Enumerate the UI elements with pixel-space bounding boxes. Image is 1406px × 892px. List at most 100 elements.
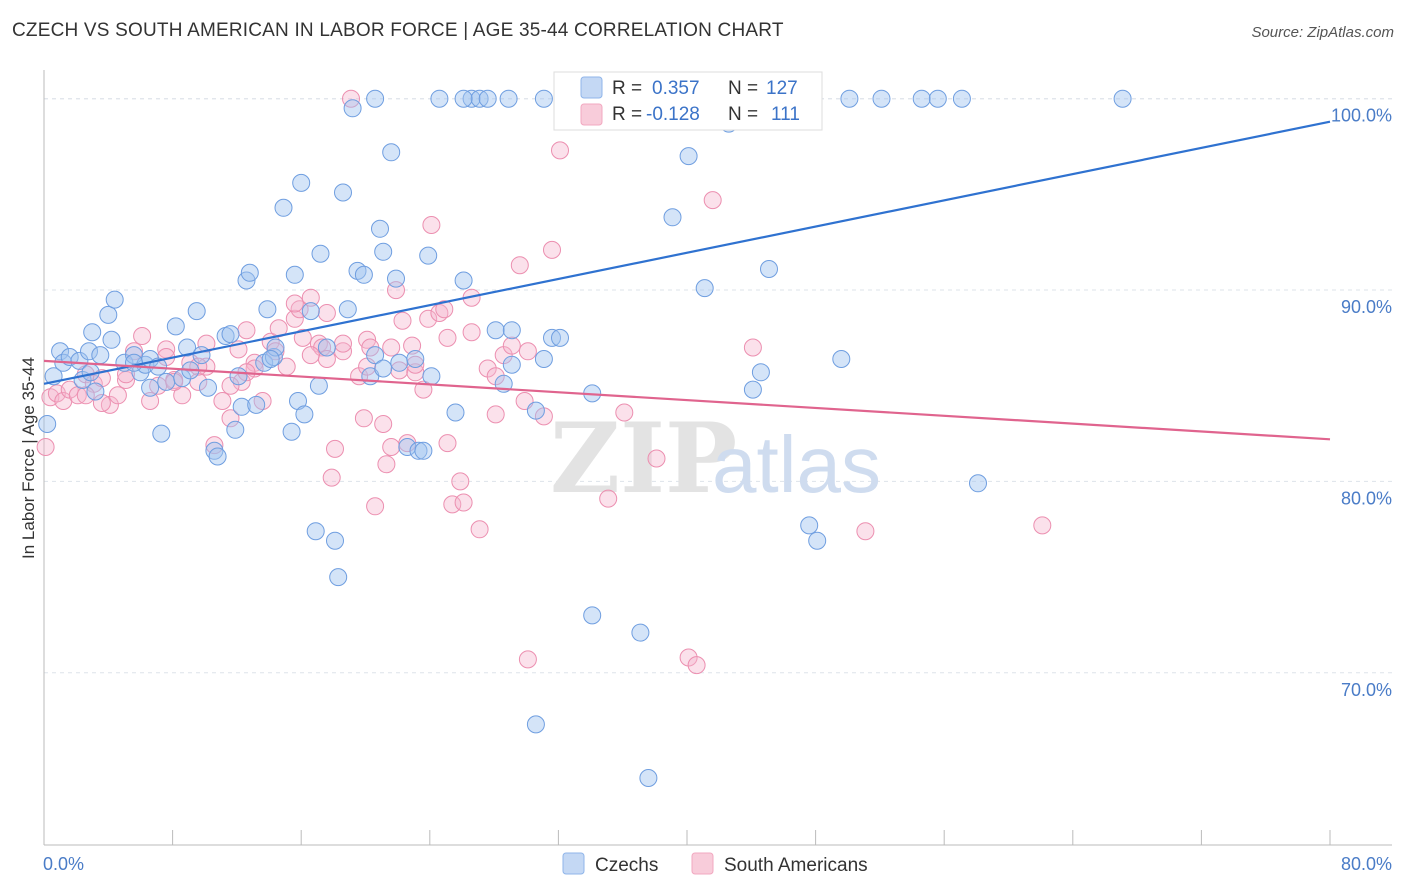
south-americans-point-23	[213, 392, 232, 410]
south-americans-point-60	[419, 309, 438, 328]
czechs-point-24	[187, 302, 206, 321]
source-credit: Source: ZipAtlas.com	[1251, 24, 1394, 41]
czechs-point-21	[166, 317, 185, 336]
bottom-legend-label-czechs: Czechs	[595, 855, 658, 876]
south-americans-point-101	[92, 394, 111, 412]
x-tick-label-max: 80.0%	[1341, 854, 1392, 874]
czechs-point-40	[274, 198, 293, 217]
legend-r-value-2: -0.128	[646, 104, 700, 125]
czechs-point-8	[83, 323, 102, 342]
x-tick-label-min: 0.0%	[43, 854, 84, 874]
czechs-point-32	[232, 397, 251, 416]
czechs-point-85	[583, 606, 602, 625]
y-tick-label-2: 90.0%	[1341, 297, 1392, 317]
legend-r-value-1: 0.357	[652, 78, 700, 99]
south-americans-point-93	[462, 323, 481, 342]
czechs-point-46	[301, 302, 320, 321]
south-americans-point-10	[108, 386, 127, 405]
y-tick-label-3: 100.0%	[1331, 106, 1392, 126]
czechs-point-31	[226, 420, 245, 439]
czechs-point-58	[366, 346, 385, 365]
czechs-point-111	[534, 89, 553, 108]
south-americans-point-69	[470, 520, 489, 539]
south-americans-point-92	[1033, 516, 1052, 535]
czechs-point-100	[800, 516, 819, 535]
correlation-legend: R = 0.357 N = 127 R = -0.128 N = 111	[553, 71, 823, 131]
czechs-point-47	[306, 522, 325, 541]
czechs-point-88	[526, 715, 545, 734]
czechs-point-7	[80, 342, 98, 361]
czechs-point-41	[282, 422, 301, 441]
bottom-legend-swatch-czechs	[562, 852, 585, 875]
czechs-point-37	[258, 300, 277, 319]
south-americans-point-79	[551, 141, 569, 160]
czechs-point-13	[105, 290, 124, 309]
czechs-point-42	[285, 265, 304, 284]
czechs-point-67	[414, 441, 433, 460]
czechs-point-10	[91, 346, 110, 365]
czechs-point-63	[390, 353, 409, 372]
bottom-legend-label-south-americans: South Americans	[724, 855, 868, 876]
czechs-point-45	[295, 405, 314, 424]
south-americans-point-0	[36, 438, 55, 456]
south-americans-point-44	[342, 89, 360, 108]
south-americans-point-106	[518, 342, 537, 361]
south-americans-point-27	[237, 321, 256, 340]
south-americans-point-78	[543, 240, 561, 259]
south-americans-point-52	[382, 438, 401, 456]
czechs-point-26	[199, 378, 217, 397]
south-americans-point-111	[317, 304, 336, 322]
south-americans-point-98	[285, 294, 304, 313]
south-americans-point-65	[443, 495, 462, 514]
czechs-point-5	[70, 351, 89, 370]
watermark-atlas: atlas	[712, 420, 881, 509]
y-tick-label-1: 80.0%	[1341, 488, 1392, 508]
bottom-legend-swatch-south-americans	[691, 852, 714, 875]
czechs-point-74	[478, 89, 497, 108]
czechs-point-27	[205, 441, 224, 460]
czechs-point-50	[326, 531, 344, 550]
south-americans-point-64	[438, 434, 457, 453]
czechs-point-105	[928, 89, 947, 108]
czechs-point-71	[454, 271, 473, 290]
czechs-point-0	[38, 415, 57, 433]
south-americans-point-96	[301, 346, 320, 365]
south-americans-point-41	[322, 468, 341, 487]
legend-r-label-1: R =	[612, 78, 642, 99]
south-americans-point-83	[615, 403, 634, 422]
legend-swatch-czechs	[580, 76, 603, 99]
legend-n-value-2: 111	[771, 104, 800, 125]
czechs-point-65	[406, 350, 425, 368]
legend-r-label-2: R =	[612, 104, 642, 125]
south-americans-point-108	[76, 386, 95, 405]
czechs-point-106	[952, 89, 971, 108]
south-americans-trend-line	[43, 359, 1331, 441]
czechs-point-103	[872, 89, 891, 108]
legend-n-label-2: N =	[728, 104, 758, 125]
south-americans-point-91	[856, 522, 875, 541]
czechs-point-38	[264, 348, 283, 366]
south-americans-point-46	[354, 409, 373, 428]
czechs-point-78	[502, 321, 521, 340]
czechs-point-59	[371, 219, 389, 238]
czechs-point-69	[430, 89, 449, 108]
czechs-point-107	[969, 474, 987, 493]
czechs-point-75	[486, 321, 505, 340]
czechs-point-9	[86, 382, 105, 401]
czechs-point-77	[499, 89, 518, 108]
czechs-point-34	[240, 263, 259, 282]
south-americans-point-42	[326, 439, 344, 458]
czechs-point-125	[502, 355, 521, 374]
czechs-point-98	[760, 260, 778, 278]
czechs-point-49	[317, 338, 336, 357]
chart-title: CZECH VS SOUTH AMERICAN IN LABOR FORCE |…	[12, 20, 784, 41]
south-americans-point-103	[334, 334, 352, 353]
czechs-point-123	[374, 359, 393, 378]
czechs-point-101	[808, 531, 827, 550]
legend-swatch-south-americans	[580, 103, 603, 126]
czechs-point-54	[343, 99, 362, 118]
south-americans-point-51	[377, 455, 396, 474]
south-americans-point-35	[290, 300, 309, 319]
czechs-point-80	[534, 350, 553, 368]
